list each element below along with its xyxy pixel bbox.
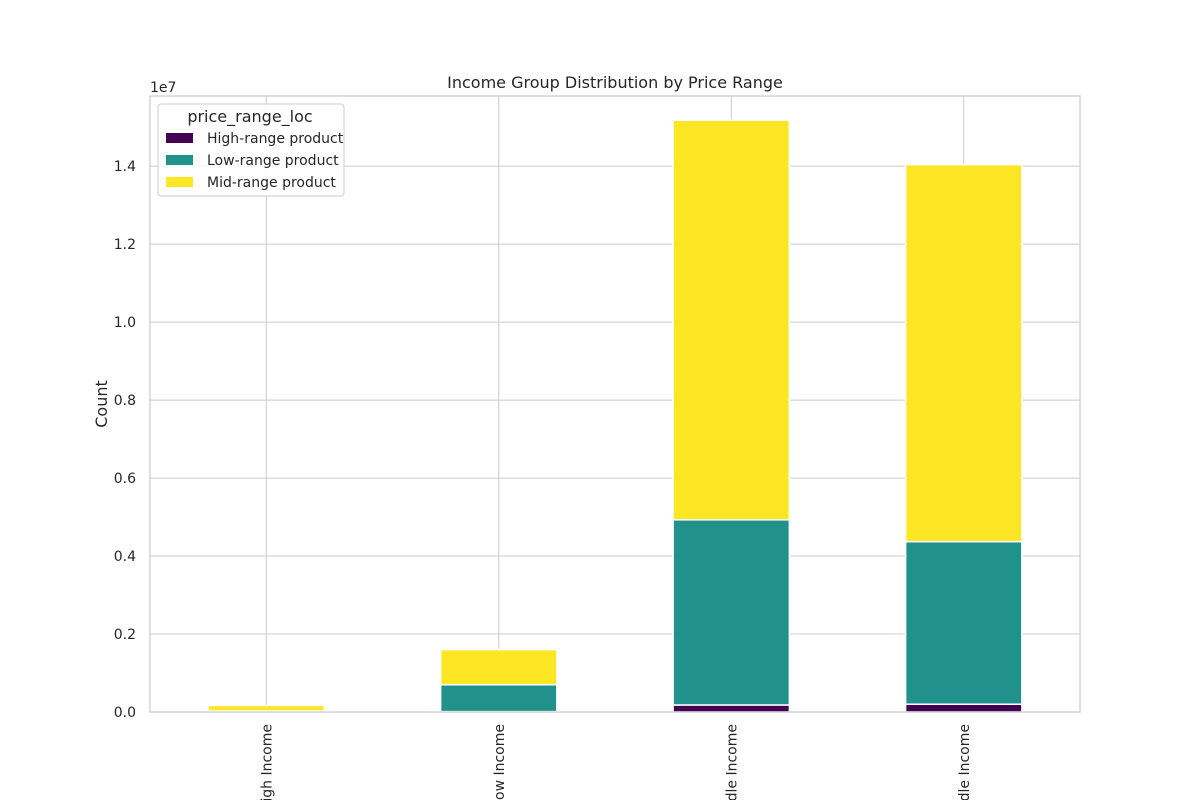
x-tick-label: dle Income xyxy=(957,724,973,800)
bar-segment xyxy=(672,119,791,521)
chart-title: Income Group Distribution by Price Range xyxy=(447,73,783,92)
x-tick-label: dle Income xyxy=(724,724,740,800)
y-tick-label: 1.0 xyxy=(114,315,136,331)
bar-segment xyxy=(672,704,791,713)
legend-item-label: Mid-range product xyxy=(207,175,336,191)
y-tick-label: 0.8 xyxy=(114,393,136,409)
y-axis-label: Count xyxy=(92,380,111,428)
y-tick-label: 1.2 xyxy=(114,237,136,253)
legend-swatch xyxy=(166,155,193,165)
legend-swatch xyxy=(166,133,193,143)
x-tick-label: ow Income xyxy=(492,724,508,800)
legend-title: price_range_loc xyxy=(187,107,312,127)
legend-item-label: High-range product xyxy=(207,131,344,147)
y-axis-offset-label: 1e7 xyxy=(150,80,176,96)
y-tick-label: 0.0 xyxy=(114,705,136,721)
bar-segment xyxy=(439,648,558,686)
x-tick-label: igh Income xyxy=(259,724,275,800)
bar-segment xyxy=(904,703,1023,713)
legend-item-label: Low-range product xyxy=(207,153,339,169)
legend-box xyxy=(157,103,345,197)
bar-segment xyxy=(672,519,791,706)
y-tick-label: 0.4 xyxy=(114,549,136,565)
y-tick-label: 1.4 xyxy=(114,159,136,175)
y-tick-label: 0.2 xyxy=(114,627,136,643)
bar-segment xyxy=(904,163,1023,543)
bar-segment xyxy=(439,683,558,713)
bar-segment xyxy=(904,540,1023,705)
legend: price_range_loc High-range product Low-ra… xyxy=(157,103,345,197)
ticks: 0.0 0.2 0.4 0.6 0.8 1.0 1.2 1.4 igh Income ow Inc… xyxy=(114,159,973,800)
bar-segment xyxy=(207,704,326,712)
y-tick-label: 0.6 xyxy=(114,471,136,487)
plot-frame xyxy=(149,95,1081,713)
bars xyxy=(207,119,1023,713)
legend-swatch xyxy=(166,177,193,187)
